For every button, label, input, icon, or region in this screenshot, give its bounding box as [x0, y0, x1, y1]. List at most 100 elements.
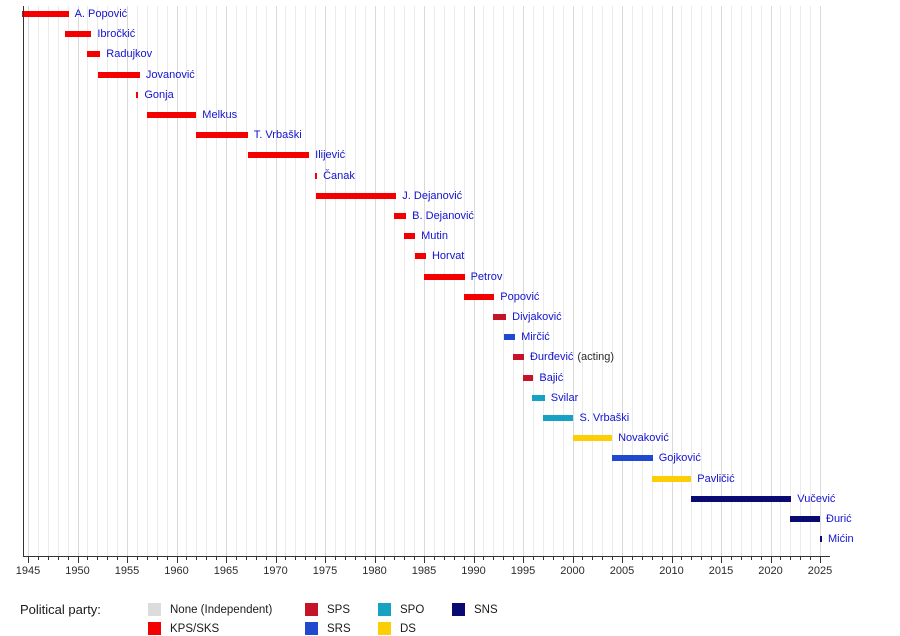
term-bar	[22, 11, 69, 17]
axis-minor-tick	[592, 557, 594, 560]
gridline	[473, 6, 475, 556]
axis-minor-tick	[453, 557, 455, 560]
axis-minor-tick	[196, 557, 198, 560]
axis-minor-tick	[156, 557, 158, 560]
axis-minor-tick	[136, 557, 138, 560]
gridline	[384, 6, 386, 556]
term-bar	[146, 112, 197, 118]
axis-minor-tick	[641, 557, 643, 560]
axis-minor-tick	[513, 557, 515, 560]
mayor-name: Gojković	[658, 452, 701, 465]
gridline	[552, 6, 554, 556]
axis-minor-tick	[433, 557, 435, 560]
gridline	[572, 6, 574, 556]
gridline	[542, 6, 544, 556]
gridline	[414, 6, 416, 556]
gridline	[800, 6, 802, 556]
mayor-name: Novaković	[618, 432, 669, 445]
gridline	[730, 6, 732, 556]
axis-major-tick	[275, 557, 277, 563]
term-bar	[315, 172, 318, 179]
mayor-name: Ilijević	[315, 149, 346, 162]
axis-tick-label: 1955	[114, 565, 140, 577]
gridline	[394, 6, 396, 556]
legend-label: SPO	[400, 604, 425, 616]
gridline	[721, 6, 722, 556]
axis-major-tick	[721, 557, 722, 563]
gridline	[47, 6, 49, 556]
term-bar	[404, 233, 416, 240]
axis-minor-tick	[315, 557, 317, 560]
axis-minor-tick	[364, 557, 366, 560]
mayor-name: Đurić	[826, 513, 852, 525]
mayor-name: Mirčić	[521, 331, 550, 344]
gridline	[87, 6, 89, 556]
gridline	[176, 6, 178, 556]
mayor-label: Radujkov	[106, 47, 152, 61]
gridline	[463, 6, 465, 556]
gridline	[364, 6, 366, 556]
gridline	[622, 6, 623, 556]
gridline	[711, 6, 713, 556]
mayor-name: A. Popović	[74, 8, 128, 20]
term-bar	[532, 394, 545, 401]
gridline	[532, 6, 534, 556]
axis-tick-label: 2025	[807, 565, 833, 577]
axis-tick-label: 1975	[312, 565, 338, 577]
gridline	[681, 6, 683, 556]
axis-minor-tick	[651, 557, 653, 560]
axis-tick-label: 1965	[213, 565, 239, 577]
axis-tick-label: 1950	[65, 565, 90, 577]
term-bar	[572, 435, 613, 442]
axis-minor-tick	[206, 557, 208, 560]
mayor-label: B. Dejanović	[412, 209, 474, 223]
gridline	[523, 6, 524, 556]
gridline	[97, 6, 99, 556]
axis-tick-label: 1990	[461, 565, 486, 577]
mayor-name: Svilar	[550, 391, 579, 404]
gridline	[334, 6, 336, 556]
legend-swatch	[305, 603, 318, 616]
gridline	[503, 6, 505, 556]
term-bar	[691, 495, 792, 502]
gridline	[770, 6, 772, 556]
axis-minor-tick	[483, 557, 485, 560]
mayor-label: Popović	[500, 290, 539, 304]
mayor-label: Pavličić	[697, 472, 734, 486]
axis-minor-tick	[404, 557, 406, 560]
axis-major-tick	[176, 557, 178, 563]
mayor-name: Gonja	[144, 88, 174, 101]
gridline	[127, 6, 128, 556]
axis-minor-tick	[67, 557, 69, 560]
axis-major-tick	[127, 557, 128, 563]
y-axis-line	[22, 6, 24, 556]
axis-minor-tick	[740, 557, 742, 560]
term-bar	[493, 314, 507, 320]
gridline	[156, 6, 158, 556]
gridline	[691, 6, 693, 556]
mayor-name: Bajić	[539, 371, 564, 384]
axis-minor-tick	[631, 557, 633, 560]
legend-label: KPS/SKS	[170, 623, 220, 635]
gridline	[641, 6, 643, 556]
term-bar	[504, 334, 516, 341]
mayor-label: S. Vrbaški	[579, 411, 629, 425]
mayor-name: T. Vrbaški	[253, 129, 302, 142]
axis-major-tick	[820, 557, 821, 563]
axis-minor-tick	[681, 557, 683, 560]
mayor-name: Popović	[500, 290, 540, 303]
gridline	[344, 6, 346, 556]
gridline	[820, 6, 821, 556]
gridline	[196, 6, 198, 556]
mayor-name: Horvat	[431, 250, 465, 263]
mayor-name: Đurđević	[529, 351, 574, 364]
gridline	[740, 6, 742, 556]
mayor-label: Gojković	[659, 451, 701, 465]
gridline	[37, 6, 39, 556]
term-bar	[98, 71, 140, 78]
legend-swatch	[378, 622, 391, 635]
gridline	[166, 6, 168, 556]
gridline	[582, 6, 584, 556]
term-bar	[424, 273, 465, 280]
axis-minor-tick	[612, 557, 614, 560]
